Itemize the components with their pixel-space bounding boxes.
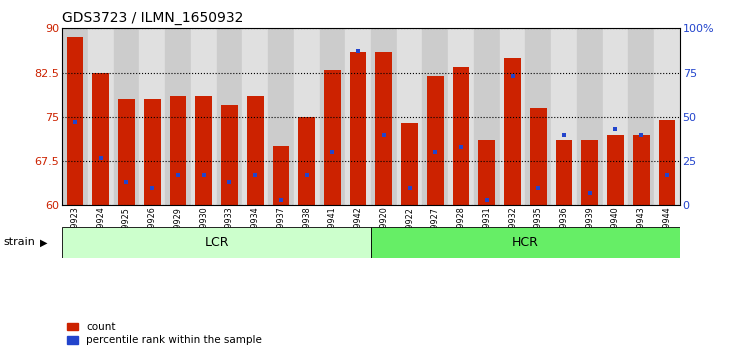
Bar	[401, 123, 418, 205]
Bar	[556, 141, 572, 205]
Text: strain: strain	[4, 238, 36, 247]
Bar	[427, 75, 444, 205]
Bar	[530, 108, 547, 205]
Bar	[452, 67, 469, 205]
Bar	[242, 28, 268, 205]
Bar	[191, 28, 216, 205]
Bar	[298, 117, 315, 205]
Bar	[319, 28, 345, 205]
Bar	[448, 28, 474, 205]
Bar	[607, 135, 624, 205]
Bar	[88, 28, 113, 205]
Bar	[324, 70, 341, 205]
Bar	[273, 146, 289, 205]
Bar	[654, 28, 680, 205]
Bar	[62, 28, 88, 205]
Bar	[221, 105, 238, 205]
Bar	[349, 52, 366, 205]
Bar	[633, 135, 650, 205]
Text: LCR: LCR	[204, 236, 229, 249]
Bar	[629, 28, 654, 205]
Bar	[140, 28, 165, 205]
Bar	[345, 28, 371, 205]
Bar	[216, 28, 242, 205]
Bar	[62, 227, 371, 258]
Bar	[397, 28, 423, 205]
Bar	[376, 52, 393, 205]
Bar	[478, 141, 495, 205]
Bar	[118, 99, 135, 205]
Bar	[500, 28, 526, 205]
Bar	[659, 120, 675, 205]
Bar	[423, 28, 448, 205]
Bar	[113, 28, 140, 205]
Legend: count, percentile rank within the sample: count, percentile rank within the sample	[67, 322, 262, 345]
Text: HCR: HCR	[512, 236, 539, 249]
Bar	[170, 96, 186, 205]
Bar	[371, 227, 680, 258]
Bar	[577, 28, 602, 205]
Bar	[247, 96, 264, 205]
Bar	[268, 28, 294, 205]
Bar	[474, 28, 500, 205]
Bar	[602, 28, 629, 205]
Bar	[526, 28, 551, 205]
Bar	[504, 58, 521, 205]
Text: ▶: ▶	[40, 238, 48, 247]
Bar	[165, 28, 191, 205]
Bar	[92, 73, 109, 205]
Bar	[294, 28, 319, 205]
Bar	[371, 28, 397, 205]
Bar	[551, 28, 577, 205]
Text: GDS3723 / ILMN_1650932: GDS3723 / ILMN_1650932	[62, 11, 243, 25]
Bar	[67, 37, 83, 205]
Bar	[195, 96, 212, 205]
Bar	[144, 99, 161, 205]
Bar	[581, 141, 598, 205]
